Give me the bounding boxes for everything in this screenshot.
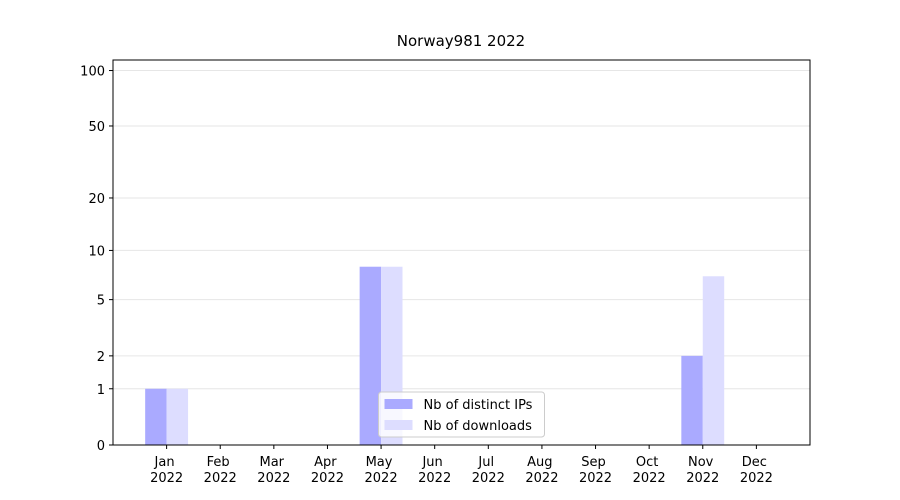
- x-tick-label: Oct 2022: [633, 455, 666, 486]
- x-tick-label: Dec 2022: [740, 455, 773, 486]
- x-tick-label: Aug 2022: [525, 455, 558, 486]
- x-tick-label: Jan 2022: [150, 455, 183, 486]
- y-tick-label: 100: [80, 65, 105, 80]
- x-tick-label: Nov 2022: [686, 455, 719, 486]
- bar: [681, 355, 703, 445]
- bar: [702, 276, 725, 445]
- y-tick-label: 2: [97, 350, 105, 365]
- y-tick-label: 1: [97, 383, 105, 398]
- x-tick-label: Sep 2022: [579, 455, 612, 486]
- x-tick-label: Jul 2022: [472, 455, 505, 486]
- x-tick-label: Feb 2022: [204, 455, 237, 486]
- bar: [145, 388, 167, 445]
- legend-box: [378, 391, 545, 438]
- legend-label: Nb of distinct IPs: [424, 398, 533, 413]
- y-tick-label: 20: [88, 192, 105, 207]
- x-tick-label: Jun 2022: [418, 455, 451, 486]
- plot-frame: [112, 59, 811, 446]
- y-tick-label: 50: [88, 120, 105, 135]
- legend-swatch: [384, 399, 413, 409]
- legend-label: Nb of downloads: [424, 419, 533, 434]
- y-tick-label: 10: [88, 244, 105, 259]
- bar: [359, 266, 382, 445]
- y-tick-label: 5: [97, 294, 105, 309]
- y-tick-label: 0: [97, 439, 105, 454]
- x-tick-label: May 2022: [365, 455, 398, 486]
- x-tick-label: Apr 2022: [311, 455, 344, 486]
- chart-title: Norway981 2022: [397, 32, 525, 50]
- bar: [166, 388, 189, 445]
- x-tick-label: Mar 2022: [257, 455, 290, 486]
- legend-swatch: [384, 420, 413, 430]
